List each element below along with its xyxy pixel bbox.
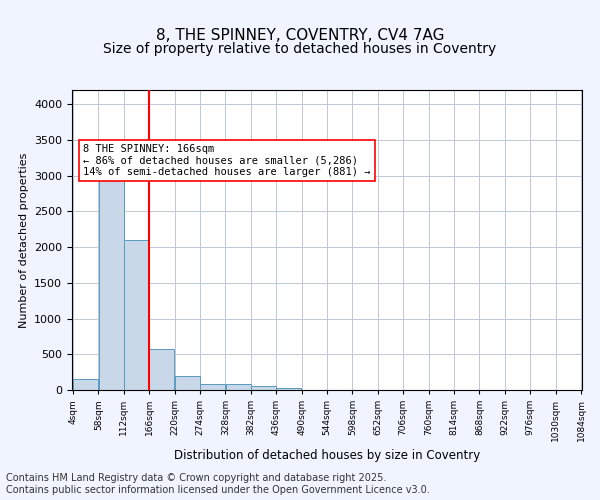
Text: 8, THE SPINNEY, COVENTRY, CV4 7AG: 8, THE SPINNEY, COVENTRY, CV4 7AG bbox=[156, 28, 444, 42]
Bar bbox=[149, 348, 175, 390]
X-axis label: Distribution of detached houses by size in Coventry: Distribution of detached houses by size … bbox=[174, 450, 480, 462]
Bar bbox=[226, 384, 251, 390]
Bar bbox=[98, 168, 124, 390]
Text: Size of property relative to detached houses in Coventry: Size of property relative to detached ho… bbox=[103, 42, 497, 56]
Text: Contains HM Land Registry data © Crown copyright and database right 2025.
Contai: Contains HM Land Registry data © Crown c… bbox=[6, 474, 430, 495]
Bar bbox=[124, 240, 149, 390]
Bar bbox=[277, 388, 301, 390]
Y-axis label: Number of detached properties: Number of detached properties bbox=[19, 152, 29, 328]
Bar bbox=[175, 376, 200, 390]
Text: 8 THE SPINNEY: 166sqm
← 86% of detached houses are smaller (5,286)
14% of semi-d: 8 THE SPINNEY: 166sqm ← 86% of detached … bbox=[83, 144, 371, 177]
Bar bbox=[73, 380, 98, 390]
Bar bbox=[200, 384, 225, 390]
Bar bbox=[251, 386, 276, 390]
